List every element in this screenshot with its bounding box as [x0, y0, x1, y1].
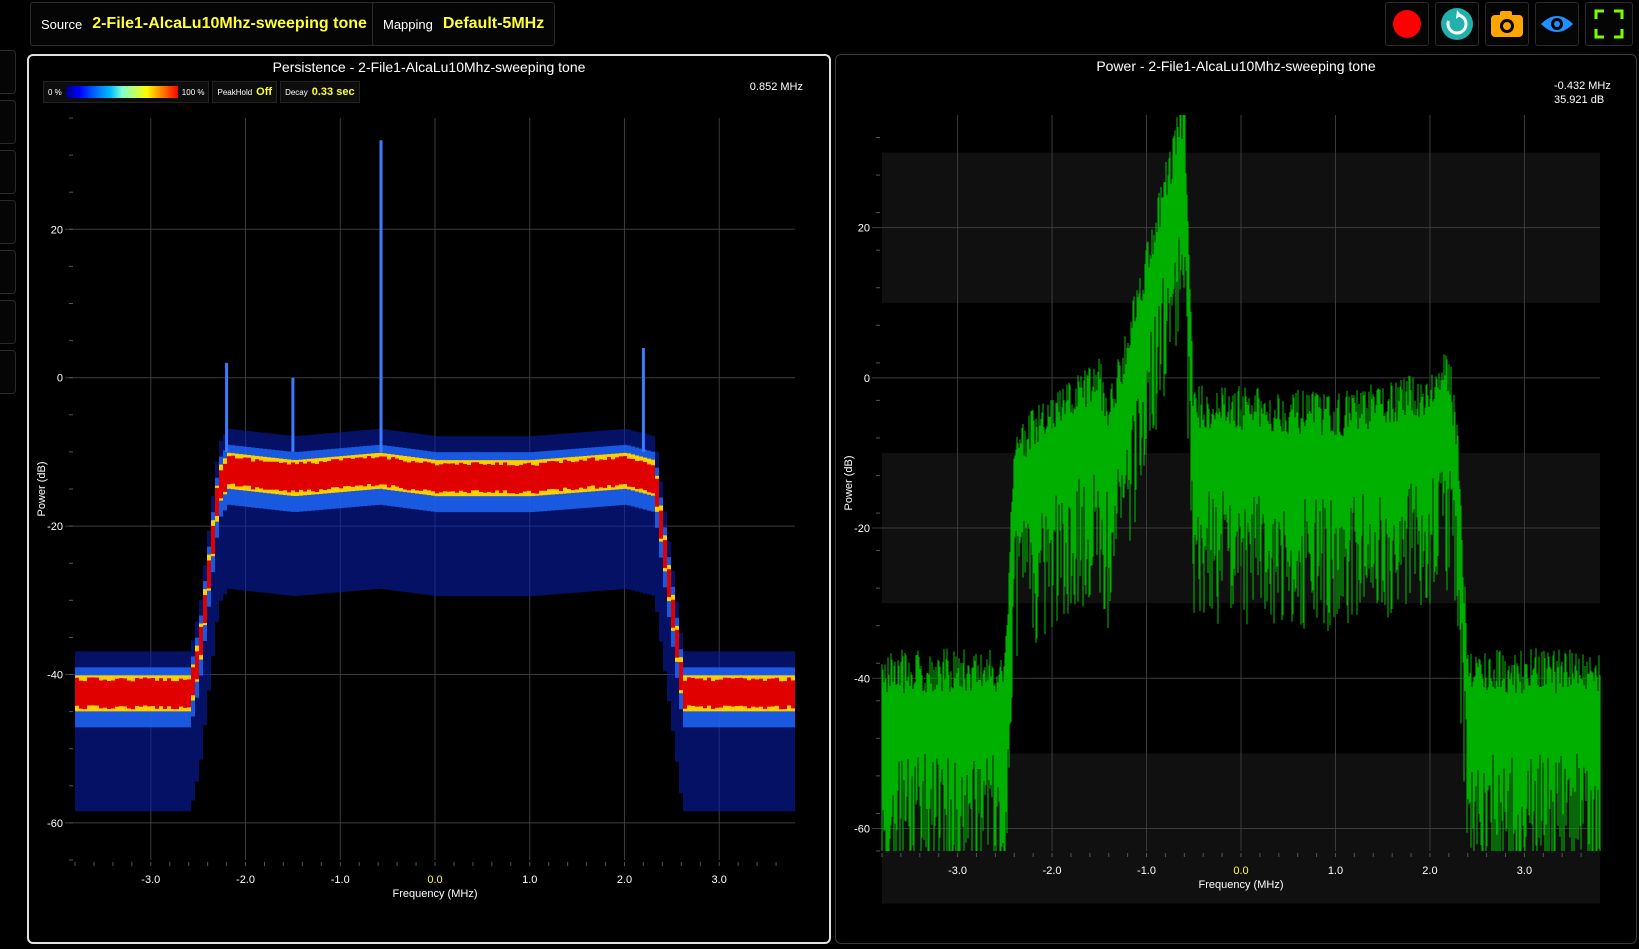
- power-plot[interactable]: -3.0 -2.0 -1.0 0.0 1.0 2.0 3.0 20 0 -20 -40 -60 Freq…: [836, 55, 1636, 943]
- persistence-legend: 0 % 100 % PeakHold Off Decay 0.33 sec: [43, 81, 360, 103]
- side-tab-1[interactable]: [0, 50, 16, 94]
- power-cursor-readout: -0.432 MHz 35.921 dB: [1554, 79, 1611, 107]
- screenshot-button[interactable]: [1485, 2, 1529, 46]
- power-title: Power - 2-File1-AlcaLu10Mhz-sweeping ton…: [1096, 58, 1376, 74]
- power-ylabel: Power (dB): [843, 455, 855, 510]
- persistence-xtick-label: 1.0: [522, 874, 537, 886]
- persistence-ytick-label: -20: [47, 521, 63, 533]
- record-icon: [1393, 10, 1421, 38]
- record-button[interactable]: [1385, 2, 1429, 46]
- refresh-button[interactable]: [1435, 2, 1479, 46]
- scale-max-label: 100 %: [181, 87, 205, 97]
- persistence-plot[interactable]: -3.0 -2.0 -1.0 0.0 1.0 2.0 3.0 20 0 -20 -40 -60 Freq…: [29, 56, 829, 942]
- power-xlabel: Frequency (MHz): [1199, 879, 1284, 891]
- persistence-xtick-label: -3.0: [141, 874, 160, 886]
- camera-icon: [1491, 11, 1523, 37]
- power-ytick-label: -20: [854, 523, 870, 535]
- peakhold-toggle[interactable]: PeakHold Off: [212, 81, 278, 103]
- power-xtick-label: -3.0: [948, 865, 967, 877]
- eye-icon: [1541, 16, 1573, 32]
- persistence-xtick-label: 2.0: [617, 874, 632, 886]
- mapping-label: Mapping: [383, 16, 433, 32]
- persistence-heatmap: [75, 140, 795, 812]
- side-tab-6[interactable]: [0, 300, 16, 344]
- side-tab-4[interactable]: [0, 200, 16, 244]
- power-readout-freq: -0.432 MHz: [1554, 80, 1611, 92]
- power-xtick-label: -1.0: [1137, 865, 1156, 877]
- persistence-title: Persistence - 2-File1-AlcaLu10Mhz-sweepi…: [272, 59, 586, 75]
- peakhold-value: Off: [256, 86, 273, 98]
- decay-value: 0.33 sec: [311, 86, 355, 98]
- power-xtick-label: 3.0: [1517, 865, 1532, 877]
- power-readout-db: 35.921 dB: [1554, 94, 1605, 106]
- persistence-xtick-label: 0.0: [427, 874, 442, 886]
- persistence-ytick-label: -40: [47, 670, 63, 682]
- power-panel[interactable]: Power - 2-File1-AlcaLu10Mhz-sweeping ton…: [835, 54, 1637, 944]
- scale-min-label: 0 %: [48, 87, 62, 97]
- persistence-xtick-label: -2.0: [236, 874, 255, 886]
- mapping-selector[interactable]: Mapping Default-5MHz: [372, 2, 556, 46]
- refresh-icon: [1441, 8, 1473, 40]
- power-xtick-label: 1.0: [1328, 865, 1343, 877]
- persistence-xtick-label: 3.0: [712, 874, 727, 886]
- persistence-ytick-label: 0: [57, 373, 63, 385]
- peakhold-label: PeakHold: [217, 87, 253, 97]
- power-ytick-label: -40: [854, 673, 870, 685]
- persistence-panel[interactable]: Persistence - 2-File1-AlcaLu10Mhz-sweepi…: [27, 54, 831, 944]
- persistence-ytick-label: -60: [47, 818, 63, 830]
- side-tab-5[interactable]: [0, 250, 16, 294]
- persistence-xtick-label: -1.0: [331, 874, 350, 886]
- visibility-button[interactable]: [1535, 2, 1579, 46]
- fullscreen-button[interactable]: [1585, 2, 1633, 46]
- power-ytick-label: -60: [854, 823, 870, 835]
- side-tab-7[interactable]: [0, 350, 16, 394]
- side-tab-3[interactable]: [0, 150, 16, 194]
- decay-control[interactable]: Decay 0.33 sec: [280, 81, 360, 103]
- power-xtick-label: 2.0: [1422, 865, 1437, 877]
- side-tab-2[interactable]: [0, 100, 16, 144]
- persistence-xlabel: Frequency (MHz): [393, 888, 478, 900]
- decay-label: Decay: [285, 87, 308, 97]
- source-selector[interactable]: Source 2-File1-AlcaLu10Mhz-sweeping tone: [30, 2, 378, 46]
- color-scale-bar: [65, 86, 178, 98]
- power-xtick-label: -2.0: [1043, 865, 1062, 877]
- power-xtick-label: 0.0: [1233, 865, 1248, 877]
- source-label: Source: [41, 16, 83, 32]
- power-ytick-label: 20: [858, 223, 870, 235]
- fullscreen-icon: [1594, 9, 1624, 39]
- power-ytick-label: 0: [864, 373, 870, 385]
- mapping-value: Default-5MHz: [442, 15, 545, 32]
- source-value: 2-File1-AlcaLu10Mhz-sweeping tone: [92, 15, 367, 32]
- persistence-cursor-readout: 0.852 MHz: [749, 81, 803, 93]
- power-trace: [881, 115, 1601, 851]
- color-scale: 0 % 100 %: [43, 81, 210, 103]
- persistence-ylabel: Power (dB): [36, 461, 48, 516]
- persistence-ytick-label: 20: [51, 224, 63, 236]
